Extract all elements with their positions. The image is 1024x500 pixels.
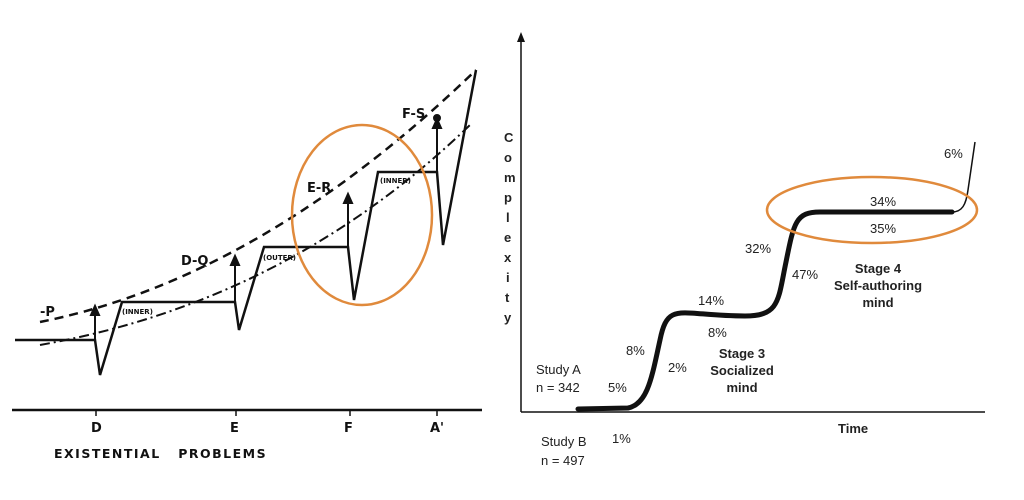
- bracket-label-inner-2: (INNER): [380, 177, 411, 185]
- pct-study-b-stage3: 8%: [708, 325, 727, 340]
- y-label-letter: t: [505, 290, 510, 305]
- pct-study-a-stage3: 14%: [698, 293, 724, 308]
- kegan-diagram-panel: C o m p l e x i t y Study A n = 342 Stud…: [500, 0, 1024, 500]
- arrow-4-head: [431, 116, 443, 129]
- lower-dashdot-curve: [39, 124, 471, 346]
- highlight-ellipse-left: [290, 123, 434, 307]
- y-label-letter: m: [504, 170, 516, 185]
- graves-diagram: -P D-Q E-R F-S (INNER) (OUTER) (INNER) D…: [12, 69, 482, 461]
- y-label-letter: e: [504, 230, 511, 245]
- pct-study-a-stage2: 5%: [608, 380, 627, 395]
- y-label-letter: p: [504, 190, 512, 205]
- stage4-label: Stage 4 Self-authoring mind: [834, 261, 922, 310]
- stage4-line2: Self-authoring: [834, 278, 922, 293]
- pct-study-a-stage4-5: 6%: [944, 146, 963, 161]
- axis-tick-e: E: [230, 421, 239, 436]
- study-a-name: Study A: [536, 362, 581, 377]
- y-label-letter: x: [504, 250, 512, 265]
- graves-diagram-panel: -P D-Q E-R F-S (INNER) (OUTER) (INNER) D…: [0, 0, 500, 500]
- development-curve-tail: [951, 141, 976, 213]
- pct-study-a-stage3-4: 32%: [745, 241, 771, 256]
- level-label-p: -P: [40, 305, 55, 320]
- arrow-3-head: [342, 191, 354, 204]
- axis-tick-f: F: [344, 421, 353, 436]
- stage3-line1: Stage 3: [719, 346, 765, 361]
- level-label-dq: D-Q: [181, 254, 208, 269]
- pct-study-b-stage2-3: 2%: [668, 360, 687, 375]
- pct-study-b-stage3-4: 47%: [792, 267, 818, 282]
- pct-study-b-stage4: 35%: [870, 221, 896, 236]
- upper-dashed-curve: [39, 69, 477, 324]
- highlight-ellipse-right: [765, 175, 979, 245]
- axis-tick-d: D: [91, 421, 102, 436]
- pct-study-a-stage4: 34%: [870, 194, 896, 209]
- arrow-2-head: [229, 253, 241, 266]
- y-label-letter: C: [504, 130, 514, 145]
- kegan-diagram: C o m p l e x i t y Study A n = 342 Stud…: [504, 32, 985, 468]
- pct-study-b-stage2: 1%: [612, 431, 631, 446]
- y-label-letter: y: [504, 310, 512, 325]
- stage4-line3: mind: [862, 295, 893, 310]
- y-axis-arrow: [517, 32, 525, 42]
- bracket-label-inner-1: (INNER): [122, 308, 153, 316]
- study-b-name: Study B: [541, 434, 587, 449]
- stage4-line1: Stage 4: [855, 261, 902, 276]
- bracket-label-outer: (OUTER): [263, 254, 296, 262]
- axis-title: EXISTENTIAL PROBLEMS: [54, 446, 267, 461]
- study-b-n: n = 497: [541, 453, 585, 468]
- stage3-line3: mind: [726, 380, 757, 395]
- level-label-fs: F-S: [402, 107, 425, 122]
- y-axis-label: C o m p l e x i t y: [504, 130, 516, 325]
- top-dot: [433, 114, 441, 122]
- pct-study-a-stage2-3: 8%: [626, 343, 645, 358]
- y-label-letter: i: [506, 270, 510, 285]
- y-label-letter: o: [504, 150, 512, 165]
- stage3-label: Stage 3 Socialized mind: [710, 346, 774, 395]
- development-curve: [575, 209, 955, 412]
- study-a-n: n = 342: [536, 380, 580, 395]
- x-axis-label: Time: [838, 421, 868, 436]
- y-label-letter: l: [506, 210, 510, 225]
- axis-tick-a-prime: A': [430, 421, 444, 436]
- level-label-er: E-R: [307, 181, 331, 196]
- axis-tick-marks: [95, 410, 438, 416]
- vertical-arrows: [89, 114, 443, 340]
- stage3-line2: Socialized: [710, 363, 774, 378]
- arrow-1-head: [89, 303, 101, 316]
